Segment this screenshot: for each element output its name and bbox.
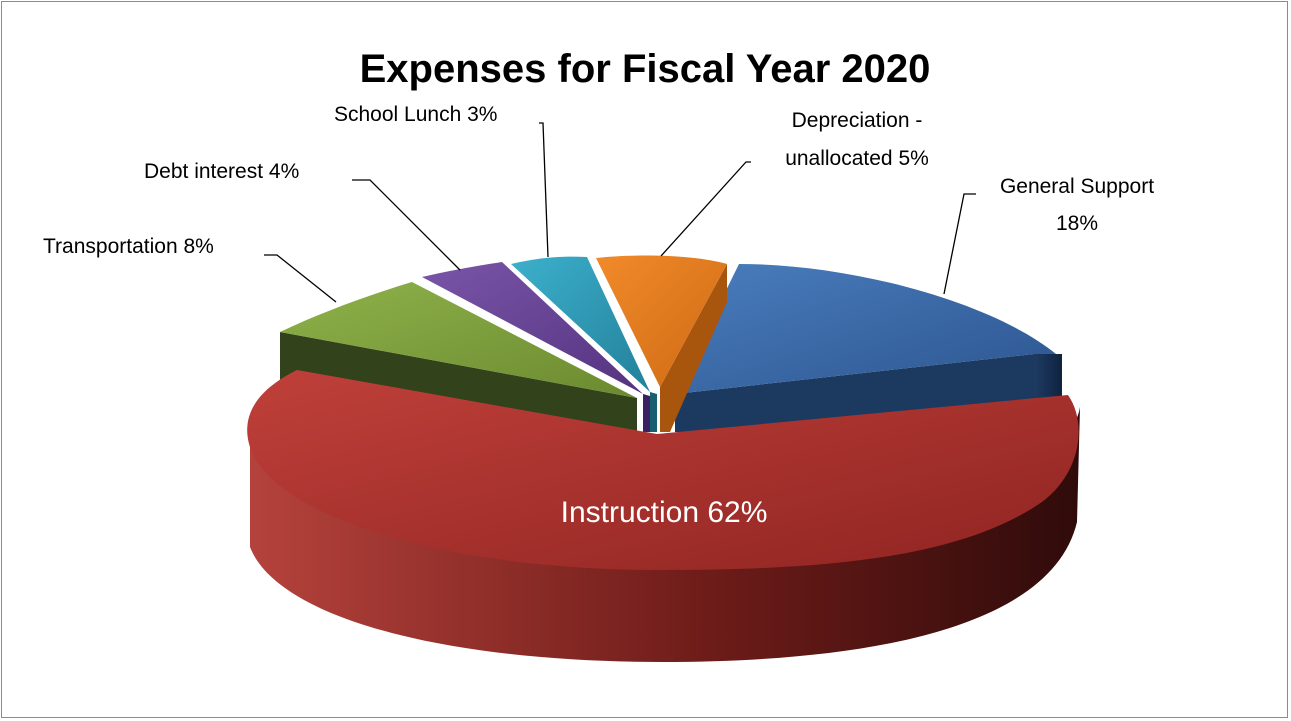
slice-instruction: [247, 370, 1080, 662]
label-depreciation-line2: unallocated 5%: [785, 147, 929, 170]
slice-school-lunch: [511, 256, 657, 432]
chart-title: Expenses for Fiscal Year 2020: [360, 47, 931, 91]
label-transportation: Transportation 8%: [43, 235, 214, 258]
label-instruction: Instruction 62%: [561, 496, 768, 529]
leader-depreciation: [660, 161, 751, 257]
leader-debt-interest: [352, 179, 461, 271]
leader-school-lunch: [539, 122, 549, 258]
leader-transportation: [264, 254, 337, 303]
label-general-support-line1: General Support: [1000, 175, 1154, 198]
label-depreciation-line1: Depreciation -: [792, 109, 923, 132]
slice-depreciation: [596, 255, 727, 432]
label-general-support-line2: 18%: [1056, 212, 1098, 235]
leader-lines: [264, 122, 976, 303]
label-school-lunch: School Lunch 3%: [334, 103, 497, 126]
slice-debt-interest: [422, 262, 650, 432]
slice-transportation: [280, 282, 637, 432]
label-debt-interest: Debt interest 4%: [144, 160, 299, 183]
leader-general-support: [943, 193, 976, 295]
